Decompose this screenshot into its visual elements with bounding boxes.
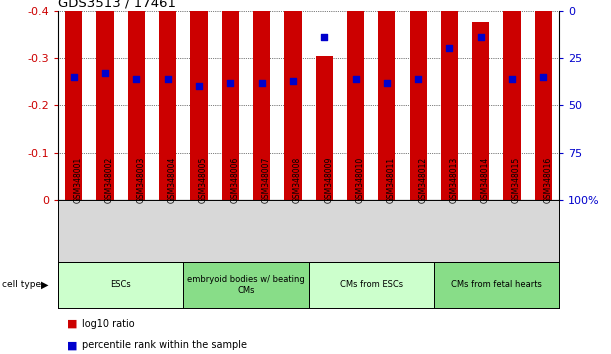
Bar: [128, 11, 145, 200]
Bar: [434, 262, 559, 308]
Text: GSM348015: GSM348015: [512, 157, 521, 203]
Text: GSM348012: GSM348012: [418, 157, 427, 203]
Bar: [316, 56, 333, 200]
Bar: [65, 11, 82, 200]
Text: GSM348009: GSM348009: [324, 157, 333, 203]
Bar: [191, 11, 208, 200]
Bar: [159, 11, 176, 200]
Point: [382, 80, 392, 85]
Point: [163, 76, 172, 82]
Point: [100, 70, 110, 76]
Text: ■: ■: [67, 340, 78, 350]
Text: ■: ■: [67, 319, 78, 329]
Bar: [347, 11, 364, 200]
Bar: [58, 262, 183, 308]
Bar: [472, 22, 489, 200]
Point: [288, 78, 298, 84]
Text: GSM348010: GSM348010: [356, 157, 365, 203]
Text: GSM348003: GSM348003: [136, 157, 145, 203]
Text: ▶: ▶: [41, 280, 48, 290]
Bar: [441, 11, 458, 200]
Point: [351, 76, 360, 82]
Text: CMs from fetal hearts: CMs from fetal hearts: [451, 280, 542, 290]
Text: GSM348013: GSM348013: [450, 157, 458, 203]
Text: GSM348004: GSM348004: [167, 157, 177, 203]
Point: [320, 34, 329, 40]
Text: GSM348014: GSM348014: [481, 157, 490, 203]
Point: [538, 74, 548, 80]
Bar: [409, 11, 426, 200]
Point: [225, 80, 235, 85]
Text: GSM348008: GSM348008: [293, 157, 302, 203]
Point: [507, 76, 517, 82]
Text: GDS3513 / 17461: GDS3513 / 17461: [58, 0, 176, 10]
Text: log10 ratio: log10 ratio: [82, 319, 135, 329]
Text: GSM348011: GSM348011: [387, 157, 396, 203]
Text: GSM348001: GSM348001: [74, 157, 82, 203]
Bar: [503, 11, 521, 200]
Bar: [378, 11, 395, 200]
Text: ESCs: ESCs: [111, 280, 131, 290]
Bar: [222, 11, 239, 200]
Point: [476, 34, 486, 40]
Point: [69, 74, 79, 80]
Bar: [284, 11, 301, 200]
Bar: [183, 262, 309, 308]
Bar: [535, 11, 552, 200]
Text: GSM348016: GSM348016: [543, 157, 552, 203]
Point: [194, 84, 204, 89]
Text: CMs from ESCs: CMs from ESCs: [340, 280, 403, 290]
Bar: [309, 262, 434, 308]
Bar: [97, 11, 114, 200]
Point: [131, 76, 141, 82]
Text: percentile rank within the sample: percentile rank within the sample: [82, 340, 247, 350]
Point: [445, 46, 455, 51]
Point: [413, 76, 423, 82]
Text: GSM348002: GSM348002: [105, 157, 114, 203]
Text: embryoid bodies w/ beating
CMs: embryoid bodies w/ beating CMs: [187, 275, 305, 295]
Text: GSM348005: GSM348005: [199, 157, 208, 203]
Text: cell type: cell type: [2, 280, 41, 290]
Text: GSM348007: GSM348007: [262, 157, 271, 203]
Bar: [253, 11, 270, 200]
Text: GSM348006: GSM348006: [230, 157, 240, 203]
Point: [257, 80, 266, 85]
